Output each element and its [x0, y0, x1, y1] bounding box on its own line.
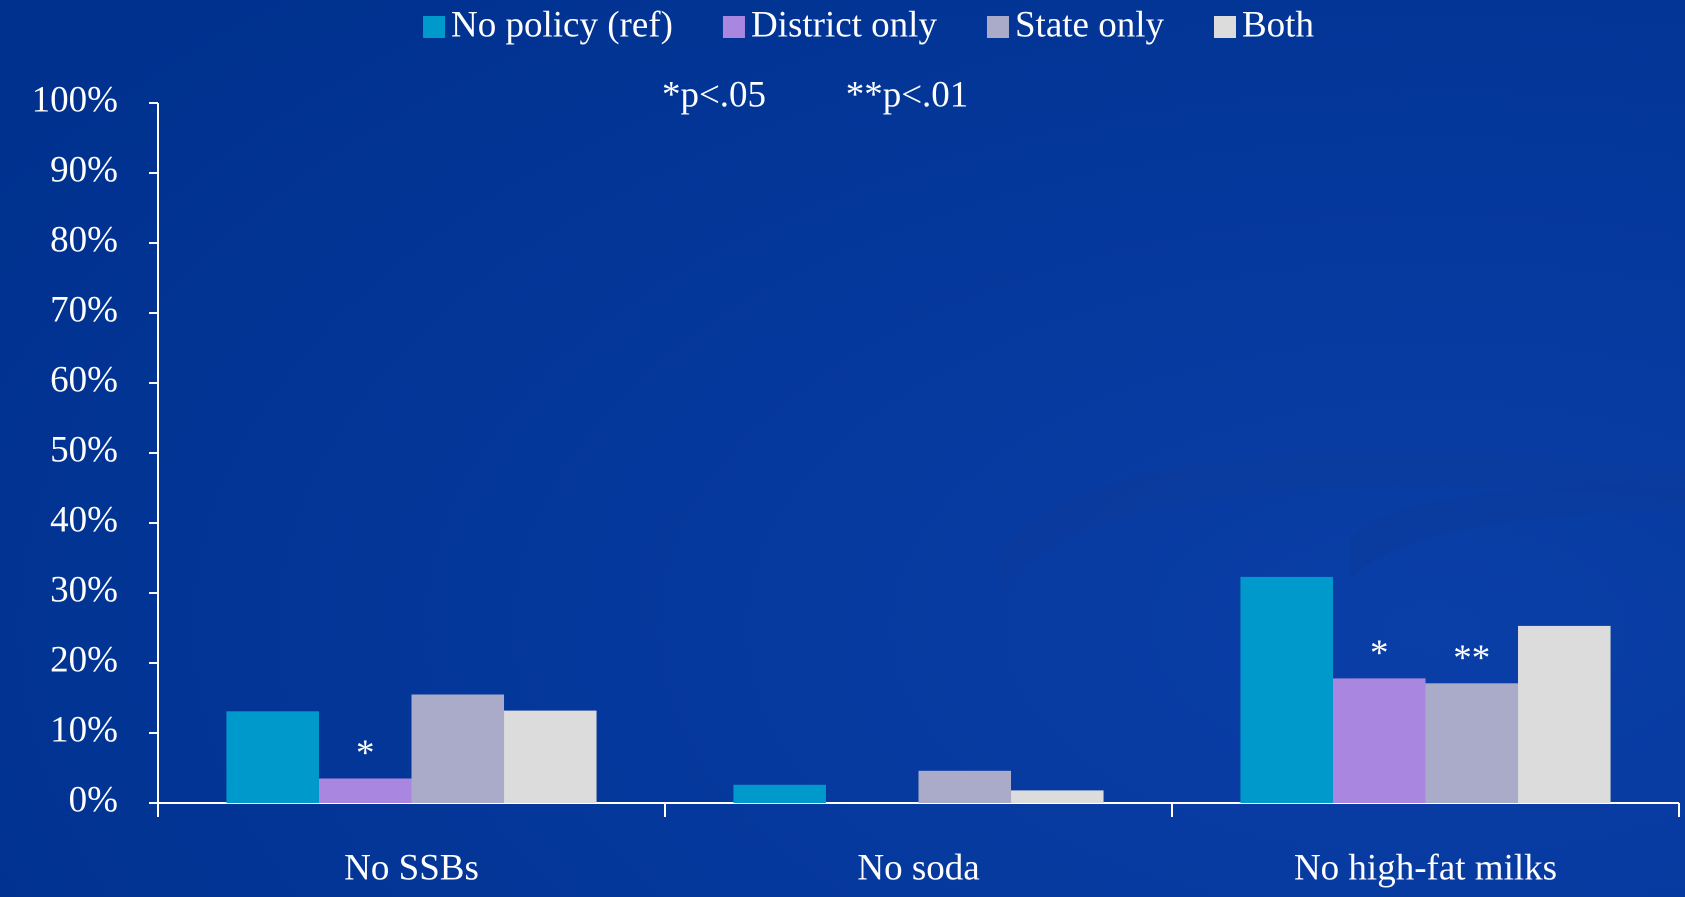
legend-swatch [986, 16, 1009, 38]
y-tick-label: 30% [50, 569, 118, 610]
x-tick-label: No high-fat milks [1294, 847, 1557, 888]
y-tick-label: 100% [32, 79, 118, 120]
bar [1011, 790, 1104, 803]
bar [1240, 576, 1333, 803]
decoration [1000, 453, 1685, 600]
bar [318, 778, 412, 803]
note: **p<.01 [846, 74, 969, 115]
legend-label: Both [1242, 4, 1314, 45]
legend-swatch [423, 16, 446, 38]
significance-label: ** [1453, 638, 1490, 679]
y-tick-label: 20% [50, 639, 118, 680]
bar [226, 711, 319, 803]
legend-label: State only [1015, 4, 1165, 45]
x-tick-label: No soda [857, 847, 979, 888]
x-tick-label: No SSBs [344, 847, 479, 888]
y-tick-label: 80% [50, 219, 118, 260]
y-tick-label: 10% [50, 709, 118, 750]
y-tick-label: 50% [50, 429, 118, 470]
y-tick-label: 90% [50, 149, 118, 190]
y-tick-label: 60% [50, 359, 118, 400]
bar [504, 710, 597, 803]
y-tick-label: 70% [50, 289, 118, 330]
bar [1425, 683, 1519, 803]
legend-label: No policy (ref) [451, 4, 673, 45]
significance-label: * [356, 733, 375, 774]
bar [1518, 625, 1611, 803]
bar [411, 694, 505, 803]
bar [1332, 678, 1426, 803]
bar [918, 770, 1012, 803]
legend-label: District only [751, 4, 938, 45]
significance-label: * [1370, 633, 1389, 674]
y-tick-label: 40% [50, 499, 118, 540]
note: *p<.05 [662, 74, 766, 115]
legend-swatch [1213, 16, 1236, 38]
y-tick-label: 0% [69, 779, 118, 820]
decoration [1350, 486, 1685, 580]
bar [733, 784, 826, 803]
legend-swatch [722, 16, 745, 38]
